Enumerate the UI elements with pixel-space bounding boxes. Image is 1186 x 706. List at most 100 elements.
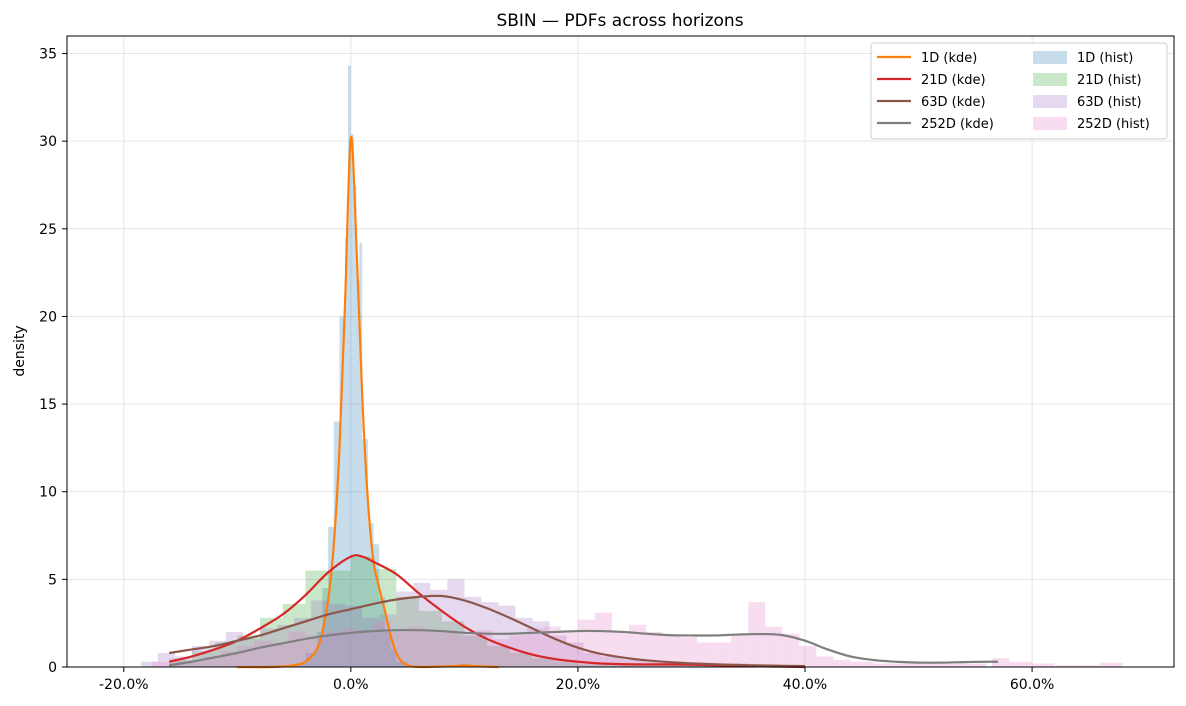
x-tick-label: 20.0% bbox=[556, 677, 600, 693]
legend-label: 1D (kde) bbox=[921, 51, 977, 66]
hist-bar-252d-hist bbox=[629, 624, 647, 667]
hist-bar-252d-hist bbox=[407, 626, 425, 667]
hist-bar-21d-hist bbox=[328, 570, 351, 667]
hist-bar-21d-hist bbox=[350, 556, 374, 667]
y-tick-label: 15 bbox=[39, 397, 57, 413]
hist-bar-21d-hist bbox=[509, 652, 533, 667]
legend: 1D (kde) 1D (hist) 21D (kde) 21D (hist) 63D … bbox=[870, 42, 1168, 140]
hist-bar-21d-hist bbox=[464, 635, 488, 667]
legend-label: 252D (kde) bbox=[921, 117, 994, 132]
x-tick-label: -20.0% bbox=[99, 677, 149, 693]
hist-bar-252d-hist bbox=[424, 631, 442, 667]
legend-label: 63D (hist) bbox=[1077, 95, 1142, 110]
hist-bar-252d-hist bbox=[322, 631, 340, 667]
axes-frame bbox=[66, 35, 1175, 668]
hist-bar-63d-hist bbox=[447, 579, 465, 667]
hist-bar-252d-hist bbox=[1009, 661, 1033, 667]
hist-bar-252d-hist bbox=[918, 663, 987, 667]
y-tick-label: 25 bbox=[39, 222, 57, 238]
hist-bar-252d-hist bbox=[271, 642, 289, 667]
hist-bar-63d-hist bbox=[430, 589, 448, 667]
legend-swatch-patch bbox=[1033, 95, 1067, 108]
kde-line-252d-kde bbox=[169, 628, 999, 667]
hist-bar-252d-hist bbox=[356, 630, 374, 667]
hist-bar-1d-hist bbox=[322, 588, 329, 667]
hist-bar-252d-hist bbox=[390, 631, 408, 667]
hist-bar-252d-hist bbox=[339, 628, 357, 667]
kde-line-1d-kde bbox=[237, 136, 499, 669]
hist-bar-252d-hist bbox=[441, 631, 459, 667]
hist-bar-1d-hist bbox=[348, 65, 351, 667]
y-axis-ticks: 0 5 10 15 20 25 30 35 bbox=[39, 47, 67, 676]
hist-bar-63d-hist bbox=[600, 656, 624, 667]
hist-bar-252d-hist bbox=[526, 628, 544, 667]
hist-bar-21d-hist bbox=[555, 661, 578, 667]
chart-title: SBIN — PDFs across horizons bbox=[496, 11, 743, 31]
hist-bar-21d-hist bbox=[373, 568, 397, 667]
hist-bar-252d-hist bbox=[1100, 662, 1123, 667]
legend-label: 21D (hist) bbox=[1077, 73, 1142, 88]
hist-bar-252d-hist bbox=[373, 621, 391, 667]
hist-bar-252d-hist bbox=[288, 631, 306, 667]
hist-bar-252d-hist bbox=[611, 631, 630, 667]
hist-bar-252d-hist bbox=[850, 661, 874, 667]
hist-bar-252d-hist bbox=[697, 642, 715, 667]
legend-label: 21D (kde) bbox=[921, 73, 986, 88]
hist-bar-252d-hist bbox=[765, 626, 783, 667]
x-tick-label: 60.0% bbox=[1010, 677, 1054, 693]
x-tick-label: 40.0% bbox=[783, 677, 827, 693]
hist-bar-63d-hist bbox=[379, 614, 397, 667]
hist-bar-63d-hist bbox=[242, 638, 261, 667]
x-axis-ticks: -20.0% 0.0% 20.0% 40.0% 60.0% bbox=[99, 667, 1054, 693]
hist-bar-1d-hist bbox=[396, 661, 408, 667]
x-tick-label: 0.0% bbox=[333, 677, 369, 693]
hist-bar-252d-hist bbox=[254, 640, 272, 667]
hist-bar-21d-hist bbox=[634, 664, 692, 667]
hist-bar-252d-hist bbox=[731, 635, 749, 667]
hist-bar-63d-hist bbox=[294, 617, 312, 667]
hist-bar-252d-hist bbox=[152, 661, 170, 667]
legend-swatch-patch bbox=[1033, 73, 1067, 86]
legend-label: 1D (hist) bbox=[1077, 51, 1133, 66]
hist-bar-63d-hist bbox=[277, 624, 295, 667]
hist-bar-252d-hist bbox=[714, 642, 732, 667]
kde-line-63d-kde bbox=[169, 594, 806, 668]
hist-bar-252d-hist bbox=[799, 645, 817, 667]
hist-bar-252d-hist bbox=[560, 631, 578, 667]
hist-bar-63d-hist bbox=[174, 656, 192, 667]
hist-bar-252d-hist bbox=[873, 663, 919, 667]
y-tick-label: 5 bbox=[48, 572, 57, 588]
hist-bar-63d-hist bbox=[260, 628, 278, 667]
y-axis-label: density bbox=[12, 325, 28, 376]
legend-box bbox=[870, 42, 1168, 140]
hist-bar-63d-hist bbox=[413, 582, 431, 667]
hist-bar-1d-hist bbox=[305, 652, 317, 667]
hist-bar-252d-hist bbox=[816, 656, 834, 667]
hist-bar-252d-hist bbox=[203, 656, 221, 667]
hist-bar-63d-hist bbox=[140, 661, 158, 667]
legend-swatch-patch bbox=[1033, 51, 1067, 64]
y-tick-label: 10 bbox=[39, 485, 57, 501]
hist-bar-252d-hist bbox=[577, 619, 595, 667]
legend-label: 63D (kde) bbox=[921, 95, 986, 110]
hist-bar-1d-hist bbox=[333, 421, 340, 667]
legend-swatch-patch bbox=[1033, 117, 1067, 130]
hist-bar-252d-hist bbox=[833, 659, 851, 667]
hist-bar-252d-hist bbox=[992, 658, 1010, 667]
hist-bar-1d-hist bbox=[373, 544, 380, 667]
hist-bar-21d-hist bbox=[487, 645, 510, 667]
hist-bar-1d-hist bbox=[390, 649, 397, 667]
hist-bar-21d-hist bbox=[282, 603, 306, 667]
hist-bar-1d-hist bbox=[339, 316, 346, 667]
hist-bar-1d-hist bbox=[367, 523, 374, 667]
kde-lines bbox=[168, 136, 999, 669]
hist-bar-1d-hist bbox=[359, 242, 363, 668]
y-tick-label: 0 bbox=[48, 660, 57, 676]
y-tick-label: 20 bbox=[39, 309, 57, 325]
hist-bar-21d-hist bbox=[532, 658, 556, 667]
y-tick-label: 30 bbox=[39, 134, 57, 150]
hist-bar-1d-hist bbox=[356, 281, 360, 667]
hist-bar-252d-hist bbox=[1032, 663, 1055, 667]
